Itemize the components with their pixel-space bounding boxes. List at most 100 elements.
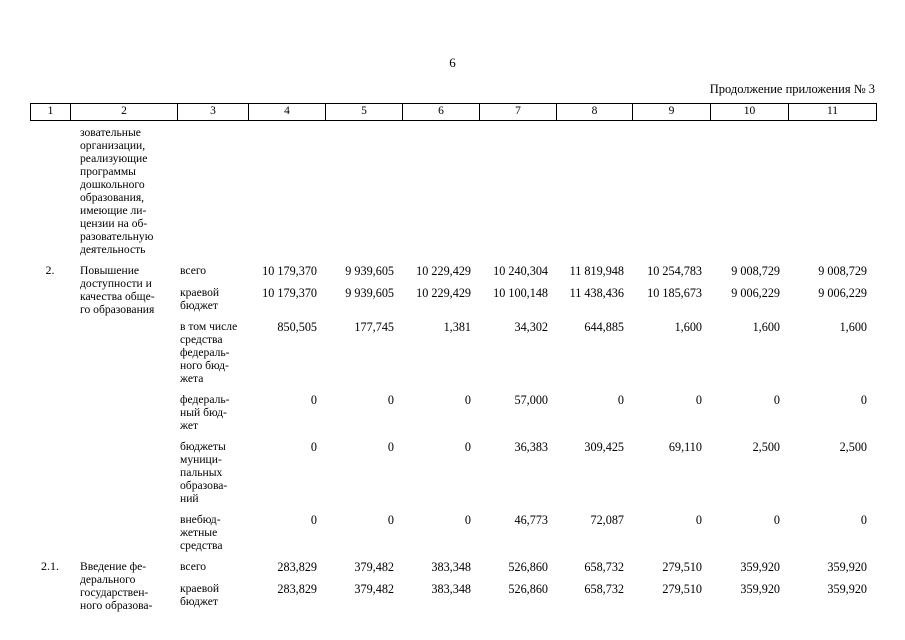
value-cell: 279,510 xyxy=(662,560,702,574)
budget-table: 1 2 3 4 5 6 7 8 9 10 11 зовательные организации, р… xyxy=(30,103,877,620)
header-col-7: 7 xyxy=(480,104,557,120)
budget-line-label: всего xyxy=(180,264,207,277)
header-col-2: 2 xyxy=(71,104,178,120)
row-number: 2. xyxy=(45,263,55,277)
value-cell: 526,860 xyxy=(508,560,548,574)
budget-line: краевой бюджет 10 179,370 9 939,605 10 229,… xyxy=(177,286,875,312)
value-cell: 0 xyxy=(387,513,394,527)
table-row-group-2.: 2. Повышение доступности и качества обще-… xyxy=(30,263,877,553)
value-cell: 850,505 xyxy=(277,320,317,334)
budget-line: всего 283,829 379,482 383,348 526,860 658,732… xyxy=(177,560,875,574)
budget-line: федераль- ный бюд- жет 0 0 0 57,000 0 0 0 0 xyxy=(177,393,875,432)
value-cell: 0 xyxy=(860,393,867,407)
value-cell: 383,348 xyxy=(431,582,471,596)
value-cell: 526,860 xyxy=(508,582,548,596)
value-cell: 10 254,783 xyxy=(647,264,702,278)
value-cell: 0 xyxy=(464,440,471,454)
header-col-9: 9 xyxy=(633,104,711,120)
value-cell: 10 100,148 xyxy=(493,286,548,300)
value-cell: 9 006,229 xyxy=(818,286,867,300)
header-col-5: 5 xyxy=(326,104,403,120)
row-number: 2.1. xyxy=(41,559,59,573)
continuation-note: Продолжение приложения № 3 xyxy=(709,82,875,96)
budget-line: бюджеты муници- пальных образова- ний 0 0 0… xyxy=(177,440,875,505)
value-cell: 379,482 xyxy=(354,582,394,596)
row-title: зовательные организации, реализующие про… xyxy=(80,126,154,256)
value-cell: 279,510 xyxy=(662,582,702,596)
row-title: Повышение доступности и качества обще- г… xyxy=(80,264,155,316)
value-cell: 2,500 xyxy=(752,440,780,454)
value-cell: 0 xyxy=(695,513,702,527)
value-cell: 379,482 xyxy=(354,560,394,574)
budget-line-label: в том числе средства федераль- ного бюд-… xyxy=(180,320,238,385)
value-cell: 0 xyxy=(464,393,471,407)
value-cell: 0 xyxy=(617,393,624,407)
value-cell: 11 819,948 xyxy=(569,264,624,278)
value-cell: 383,348 xyxy=(431,560,471,574)
value-cell: 283,829 xyxy=(277,560,317,574)
table-header-row: 1 2 3 4 5 6 7 8 9 10 11 xyxy=(30,103,877,121)
value-cell: 10 229,429 xyxy=(416,286,471,300)
value-cell: 359,920 xyxy=(740,582,780,596)
budget-line-label: всего xyxy=(180,560,207,573)
header-col-1: 1 xyxy=(31,104,71,120)
value-cell: 359,920 xyxy=(740,560,780,574)
value-cell: 0 xyxy=(860,513,867,527)
budget-line: всего 10 179,370 9 939,605 10 229,429 10 240… xyxy=(177,264,875,278)
value-cell: 309,425 xyxy=(584,440,624,454)
value-cell: 0 xyxy=(310,513,317,527)
value-cell: 46,773 xyxy=(514,513,548,527)
value-cell: 72,087 xyxy=(590,513,624,527)
value-cell: 10 179,370 xyxy=(262,264,317,278)
value-cell: 36,383 xyxy=(514,440,548,454)
budget-line: в том числе средства федераль- ного бюд-… xyxy=(177,320,875,385)
header-col-8: 8 xyxy=(557,104,633,120)
value-cell: 1,600 xyxy=(752,320,780,334)
header-col-10: 10 xyxy=(711,104,789,120)
value-cell: 10 185,673 xyxy=(647,286,702,300)
value-cell: 0 xyxy=(773,513,780,527)
value-cell: 0 xyxy=(310,440,317,454)
row-title: Введение фе- дерального государствен- но… xyxy=(80,560,153,612)
value-cell: 34,302 xyxy=(514,320,548,334)
value-cell: 9 008,729 xyxy=(818,264,867,278)
value-cell: 1,381 xyxy=(443,320,471,334)
value-cell: 359,920 xyxy=(827,560,867,574)
value-cell: 0 xyxy=(773,393,780,407)
value-cell: 177,745 xyxy=(354,320,394,334)
value-cell: 0 xyxy=(387,440,394,454)
value-cell: 1,600 xyxy=(674,320,702,334)
value-cell: 644,885 xyxy=(584,320,624,334)
value-cell: 0 xyxy=(695,393,702,407)
budget-line-label: бюджеты муници- пальных образова- ний xyxy=(180,440,228,505)
value-cell: 9 006,229 xyxy=(731,286,780,300)
table-body: зовательные организации, реализующие про… xyxy=(30,121,877,612)
value-cell: 57,000 xyxy=(514,393,548,407)
header-col-6: 6 xyxy=(403,104,480,120)
budget-line: краевой бюджет 283,829 379,482 383,348 526,8… xyxy=(177,582,875,608)
value-cell: 0 xyxy=(310,393,317,407)
value-cell: 359,920 xyxy=(827,582,867,596)
budget-line-label: федераль- ный бюд- жет xyxy=(180,393,230,432)
value-cell: 10 229,429 xyxy=(416,264,471,278)
value-cell: 69,110 xyxy=(668,440,702,454)
header-col-3: 3 xyxy=(178,104,249,120)
value-cell: 10 179,370 xyxy=(262,286,317,300)
value-cell: 0 xyxy=(464,513,471,527)
budget-lines: всего 283,829 379,482 383,348 526,860 658,732… xyxy=(177,560,875,608)
table-row-group-2.1.: 2.1. Введение фе- дерального государствен… xyxy=(30,559,877,613)
value-cell: 283,829 xyxy=(277,582,317,596)
value-cell: 10 240,304 xyxy=(493,264,548,278)
budget-line: внебюд- жетные средства 0 0 0 46,773 72,087 0 0… xyxy=(177,513,875,552)
value-cell: 9 008,729 xyxy=(731,264,780,278)
budget-line-label: внебюд- жетные средства xyxy=(180,513,223,552)
budget-lines: всего 10 179,370 9 939,605 10 229,429 10 240… xyxy=(177,264,875,552)
page-number: 6 xyxy=(449,55,456,70)
value-cell: 9 939,605 xyxy=(345,286,394,300)
value-cell: 658,732 xyxy=(584,560,624,574)
budget-line-label: краевой бюджет xyxy=(180,582,220,608)
value-cell: 1,600 xyxy=(839,320,867,334)
value-cell: 9 939,605 xyxy=(345,264,394,278)
value-cell: 0 xyxy=(387,393,394,407)
table-row-group-continuation: зовательные организации, реализующие про… xyxy=(30,126,877,256)
